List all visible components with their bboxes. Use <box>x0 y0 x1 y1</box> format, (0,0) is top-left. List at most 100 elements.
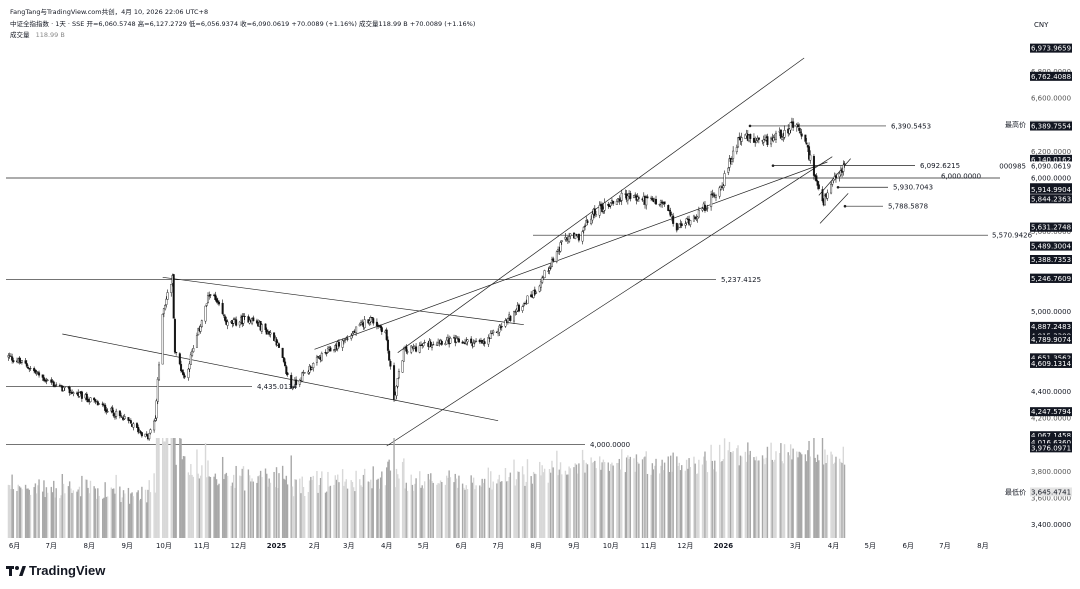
candle-body <box>178 353 181 365</box>
volume-bar <box>207 460 209 538</box>
volume-bar <box>515 479 518 538</box>
candle-body <box>269 332 272 335</box>
price-tag-bg <box>1030 358 1072 368</box>
volume-bar <box>12 489 15 538</box>
candle-body <box>506 318 509 322</box>
volume-bar <box>7 484 10 538</box>
candle-body <box>312 363 315 369</box>
candle-body <box>164 305 167 310</box>
volume-bar <box>532 471 535 538</box>
volume-bar <box>638 463 640 538</box>
volume-bar <box>266 473 268 538</box>
candle-body <box>295 379 298 385</box>
volume-bar <box>755 456 758 538</box>
candle-body <box>29 367 32 369</box>
candle-body <box>470 338 473 344</box>
candle-body <box>672 215 675 224</box>
candle-body <box>303 372 306 374</box>
volume-bar <box>384 485 387 538</box>
volume-bar <box>122 490 125 538</box>
price-tag: 4,609.1314 <box>1031 360 1072 368</box>
price-tag: 3,400.0000 <box>1031 521 1071 529</box>
candle-body <box>111 407 114 413</box>
volume-bar <box>552 467 554 538</box>
volume-bar <box>180 438 182 538</box>
volume-bar <box>585 462 587 538</box>
volume-bar <box>449 477 452 538</box>
volume-bar <box>655 458 657 538</box>
volume-bar <box>574 463 576 538</box>
price-tag-bg <box>1030 431 1072 441</box>
candle-body <box>33 368 36 372</box>
volume-bar <box>481 478 483 538</box>
volume-bar <box>703 456 705 538</box>
candle-body <box>217 301 220 305</box>
volume-bar <box>351 481 354 538</box>
candle-body <box>371 317 374 319</box>
volume-bar <box>300 493 302 538</box>
volume-bar <box>72 490 75 538</box>
volume-bar <box>97 488 99 538</box>
volume-bar <box>583 460 585 538</box>
volume-bar <box>18 486 21 538</box>
candle-body <box>584 225 587 227</box>
candle-body <box>9 355 12 357</box>
candle-body <box>153 420 156 431</box>
volume-bar <box>813 438 815 538</box>
volume-bar <box>114 493 116 538</box>
candle-body <box>429 341 432 347</box>
volume-bar <box>60 495 62 538</box>
candle-body <box>577 233 580 241</box>
candle-body <box>320 353 323 361</box>
candle-body <box>341 340 344 348</box>
volume-bar <box>729 452 732 538</box>
volume-bar <box>321 471 323 538</box>
candle-body <box>222 314 225 316</box>
volume-bar <box>428 479 431 538</box>
volume-bar <box>548 469 551 538</box>
volume-bar <box>412 490 415 538</box>
candle-body <box>96 401 99 406</box>
x-tick-label: 4月 <box>381 542 392 550</box>
volume-bar <box>294 479 296 538</box>
candle-body <box>395 385 398 396</box>
volume-bar <box>103 497 105 538</box>
volume-bar <box>334 475 336 538</box>
candle-body <box>243 315 246 317</box>
volume-bar <box>667 456 669 538</box>
candle-body <box>388 351 391 361</box>
volume-bar <box>501 481 503 538</box>
candle-body <box>581 231 584 242</box>
volume-bar <box>50 486 52 538</box>
candle-body <box>509 315 512 321</box>
volume-bar <box>569 468 572 538</box>
candle-body <box>393 365 396 400</box>
price-scale[interactable]: 3,400.00003,600.00003,800.00004,000.0000… <box>999 43 1072 530</box>
candle-body <box>514 311 517 313</box>
candle-body <box>317 356 320 358</box>
trend-line-short-channel-bottom <box>819 193 849 224</box>
volume-bar <box>464 489 466 538</box>
price-tag: 5,844.2363 <box>1031 195 1071 203</box>
volume-bar <box>317 492 319 538</box>
volume-bar <box>761 455 764 538</box>
volume-bar <box>302 486 305 538</box>
price-tag-bg <box>1030 173 1072 183</box>
candle-body <box>821 189 824 202</box>
volume-bar <box>525 481 527 538</box>
candle-body <box>311 367 314 370</box>
volume-bar <box>215 479 218 538</box>
volume-bar <box>95 498 98 538</box>
candle-body <box>541 277 544 283</box>
volume-bar <box>388 459 390 538</box>
x-tick-label: 10月 <box>603 542 619 550</box>
volume-bar <box>727 450 729 538</box>
candle-body <box>472 343 475 347</box>
tradingview-logo[interactable]: TradingView <box>6 563 105 578</box>
candle-body <box>543 270 546 278</box>
volume-bar <box>770 442 772 538</box>
volume-bar <box>16 490 18 538</box>
candle-body <box>80 391 83 399</box>
symbol-ohlc-line: 中证全指指数 · 1天 · SSE 开=6,060.5748 高=6,127.2… <box>10 20 476 28</box>
